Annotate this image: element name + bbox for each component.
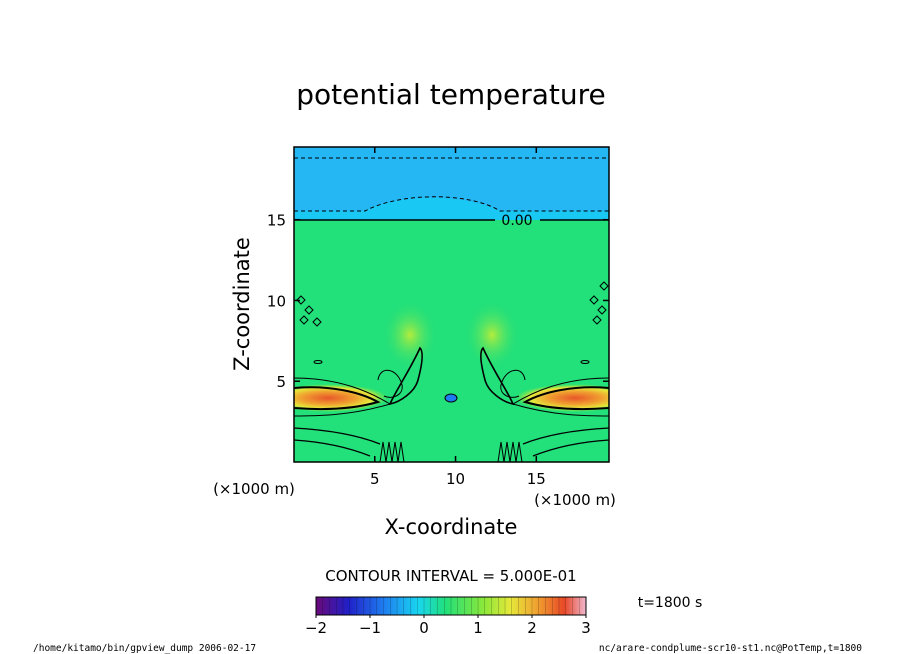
contour-label: 0.00 [501,213,532,229]
x-tick-label: 5 [370,470,380,488]
x-tick-label: 15 [527,470,546,488]
z-axis-unit: (×1000 m) [213,480,295,498]
x-axis-unit: (×1000 m) [534,491,616,509]
plume-glow-left [382,300,438,370]
top-layer [294,147,609,211]
contour-right-lower-1 [522,427,609,445]
contour-left-lobe [377,370,403,398]
contour-right-lobe [500,370,526,398]
x-axis-label: X-coordinate [385,515,518,539]
time-label: t=1800 s [638,595,703,611]
y-tick-label: 5 [276,373,286,391]
colorbar [315,596,587,616]
footer-right: nc/arare-condplume-scr10-st1.nc@PotTemp,… [599,643,862,654]
chart-title: potential temperature [296,78,605,111]
contour-right-plume [480,346,515,406]
contour-left-lower-1 [294,427,381,445]
contour-upper-dashed [294,196,609,212]
colorbar-tick-label: 2 [527,619,537,637]
contour-right-lower-2 [532,439,609,457]
contour-right-warm [522,386,609,411]
y-tick-label: 10 [267,292,286,310]
contour-left-lower-2 [294,439,371,457]
colorbar-bands [322,597,580,615]
contour-small-left [313,360,323,364]
contour-small-right [580,360,590,364]
center-anomaly [444,393,458,403]
contour-interval-text: CONTOUR INTERVAL = 5.000E-01 [325,567,576,585]
colorbar-ticks: −2 −1 0 1 2 3 [305,615,591,637]
colorbar-tick-label: 3 [581,619,591,637]
contour-field [294,147,609,462]
contour-left-warm [294,386,381,411]
footer-left: /home/kitamo/bin/gpview_dump 2006-02-17 [33,643,256,654]
contour-left-ripples [379,441,405,462]
y-tick-label: 15 [267,212,286,230]
contour-left-edge-cells [296,295,322,327]
colorbar-tick-label: −2 [305,619,327,637]
contour-right-edge-cells [589,281,609,325]
colorbar-tick-label: 1 [473,619,483,637]
y-axis-label: Z-coordinate [230,237,254,371]
plot-frame [293,146,610,463]
x-axis-ticks: 5 10 15 [370,147,546,488]
y-axis-ticks: 5 10 15 [267,212,609,391]
contour-left-plume [388,346,423,406]
contour-lines [294,157,609,462]
contour-right-ripples [497,441,523,462]
colorbar-tick-label: 0 [419,619,429,637]
x-tick-label: 10 [446,470,465,488]
plume-glow-right [464,300,520,370]
colorbar-tick-label: −1 [359,619,381,637]
